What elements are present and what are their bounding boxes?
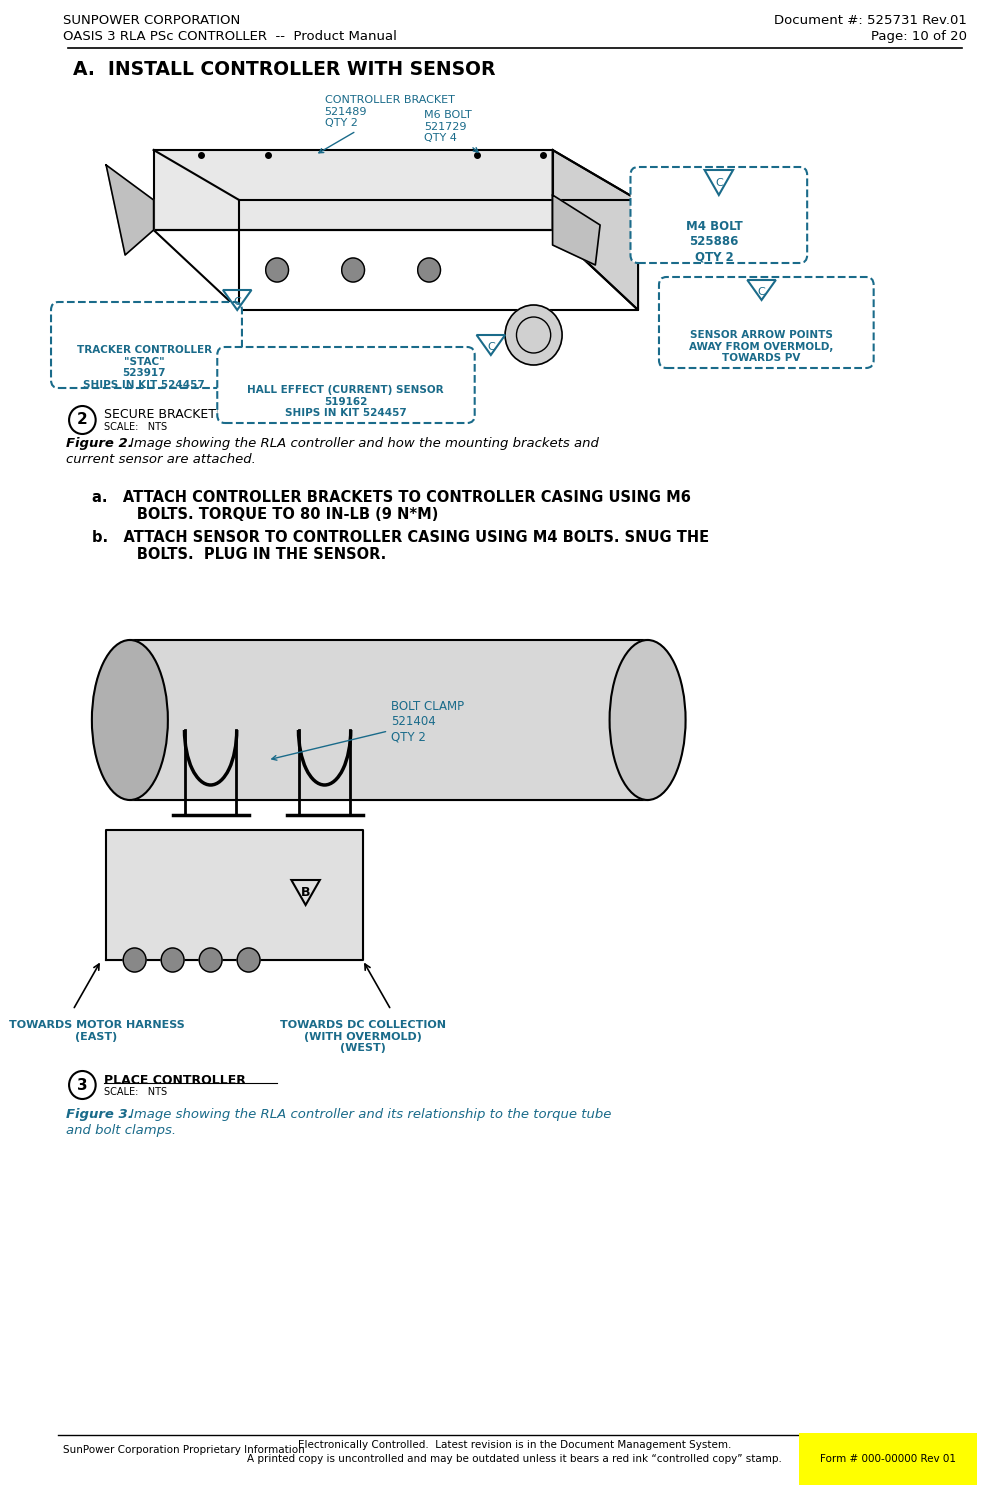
Text: C: C (715, 178, 723, 187)
Ellipse shape (92, 639, 168, 800)
FancyBboxPatch shape (659, 277, 874, 367)
Text: SUNPOWER CORPORATION: SUNPOWER CORPORATION (64, 13, 240, 27)
Ellipse shape (609, 639, 686, 800)
Text: PLACE CONTROLLER: PLACE CONTROLLER (104, 1074, 246, 1087)
Text: C: C (757, 287, 765, 297)
Text: TOWARDS DC COLLECTION
(WITH OVERMOLD)
(WEST): TOWARDS DC COLLECTION (WITH OVERMOLD) (W… (280, 1020, 445, 1053)
Text: current sensor are attached.: current sensor are attached. (67, 454, 256, 465)
Circle shape (341, 259, 365, 283)
Polygon shape (154, 150, 552, 230)
Circle shape (124, 949, 146, 972)
Text: SCALE:   NTS: SCALE: NTS (104, 422, 168, 433)
Text: Figure 2.: Figure 2. (67, 437, 133, 451)
Circle shape (237, 949, 260, 972)
Text: OASIS 3 RLA PSc CONTROLLER  --  Product Manual: OASIS 3 RLA PSc CONTROLLER -- Product Ma… (64, 30, 397, 43)
Text: Image showing the RLA controller and its relationship to the torque tube: Image showing the RLA controller and its… (129, 1108, 611, 1121)
Text: TOWARDS MOTOR HARNESS
(EAST): TOWARDS MOTOR HARNESS (EAST) (9, 1020, 184, 1041)
Text: 2: 2 (77, 412, 87, 427)
Circle shape (69, 406, 96, 434)
Circle shape (199, 949, 222, 972)
Text: Page: 10 of 20: Page: 10 of 20 (871, 30, 966, 43)
Circle shape (161, 949, 184, 972)
Text: Image showing the RLA controller and how the mounting brackets and: Image showing the RLA controller and how… (129, 437, 598, 451)
FancyBboxPatch shape (631, 167, 807, 263)
Polygon shape (129, 639, 647, 800)
FancyBboxPatch shape (217, 346, 475, 422)
Text: B: B (301, 885, 310, 898)
Circle shape (505, 305, 562, 364)
Text: C: C (487, 342, 494, 352)
Text: M6 BOLT
521729
QTY 4: M6 BOLT 521729 QTY 4 (425, 110, 478, 152)
Text: A printed copy is uncontrolled and may be outdated unless it bears a red ink “co: A printed copy is uncontrolled and may b… (247, 1454, 782, 1465)
Text: a.   ATTACH CONTROLLER BRACKETS TO CONTROLLER CASING USING M6: a. ATTACH CONTROLLER BRACKETS TO CONTROL… (92, 491, 691, 506)
Text: A.  INSTALL CONTROLLER WITH SENSOR: A. INSTALL CONTROLLER WITH SENSOR (73, 59, 495, 79)
Text: M4 BOLT
525886
QTY 2: M4 BOLT 525886 QTY 2 (686, 220, 743, 263)
Text: and bolt clamps.: and bolt clamps. (67, 1124, 177, 1138)
Polygon shape (154, 230, 638, 309)
FancyBboxPatch shape (51, 302, 242, 388)
Text: HALL EFFECT (CURRENT) SENSOR
519162
SHIPS IN KIT 524457: HALL EFFECT (CURRENT) SENSOR 519162 SHIP… (247, 385, 443, 418)
Text: SCALE:   NTS: SCALE: NTS (104, 1087, 168, 1097)
Text: b.   ATTACH SENSOR TO CONTROLLER CASING USING M4 BOLTS. SNUG THE: b. ATTACH SENSOR TO CONTROLLER CASING US… (92, 529, 709, 546)
Text: BOLTS.  PLUG IN THE SENSOR.: BOLTS. PLUG IN THE SENSOR. (106, 547, 387, 562)
Text: BOLTS. TORQUE TO 80 IN-LB (9 N*M): BOLTS. TORQUE TO 80 IN-LB (9 N*M) (106, 507, 439, 522)
Text: SunPower Corporation Proprietary Information: SunPower Corporation Proprietary Informa… (64, 1445, 305, 1454)
Circle shape (266, 259, 288, 283)
Text: TRACKER CONTROLLER
"STAC"
523917
SHIPS IN KIT 524457: TRACKER CONTROLLER "STAC" 523917 SHIPS I… (77, 345, 212, 390)
Polygon shape (106, 830, 363, 961)
Text: Document #: 525731 Rev.01: Document #: 525731 Rev.01 (774, 13, 966, 27)
Polygon shape (552, 150, 638, 309)
Text: SECURE BRACKETS AND CURRENT SENSOR: SECURE BRACKETS AND CURRENT SENSOR (104, 409, 376, 421)
Polygon shape (552, 195, 600, 265)
Text: C: C (233, 297, 241, 306)
Circle shape (69, 1071, 96, 1099)
Text: Electronically Controlled.  Latest revision is in the Document Management System: Electronically Controlled. Latest revisi… (298, 1439, 731, 1450)
Text: Figure 3.: Figure 3. (67, 1108, 133, 1121)
Text: CONTROLLER BRACKET
521489
QTY 2: CONTROLLER BRACKET 521489 QTY 2 (319, 95, 454, 153)
Text: Form # 000-00000 Rev 01: Form # 000-00000 Rev 01 (820, 1454, 956, 1465)
Circle shape (418, 259, 440, 283)
Text: BOLT CLAMP
521404
QTY 2: BOLT CLAMP 521404 QTY 2 (272, 700, 464, 760)
Text: 3: 3 (77, 1078, 87, 1093)
Polygon shape (106, 165, 154, 254)
Text: SENSOR ARROW POINTS
AWAY FROM OVERMOLD,
TOWARDS PV: SENSOR ARROW POINTS AWAY FROM OVERMOLD, … (690, 330, 834, 363)
